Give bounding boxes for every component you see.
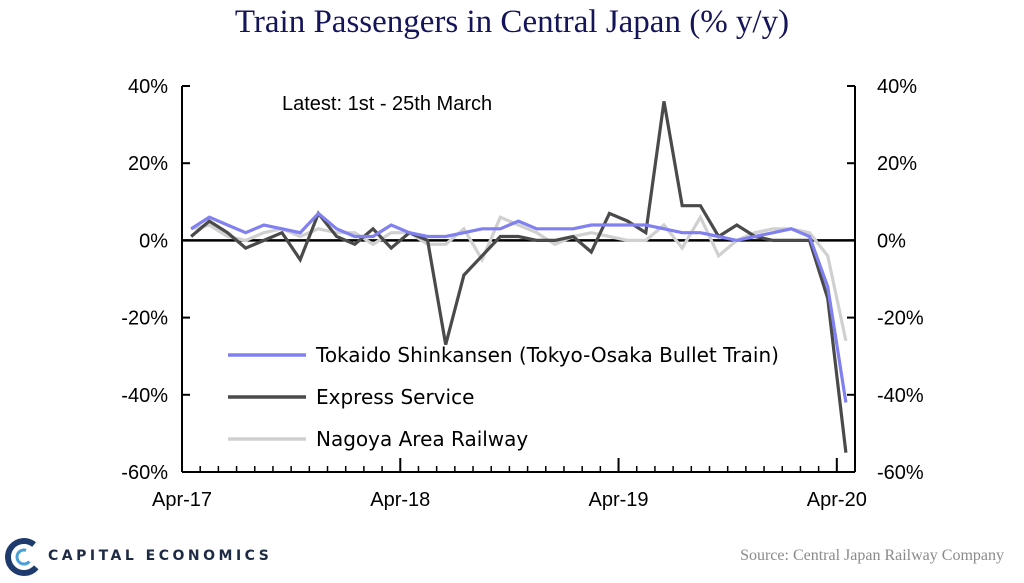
series-line-shinkansen xyxy=(190,211,848,403)
left-y-tick-label: -40% xyxy=(121,385,168,407)
right-y-tick-label: -40% xyxy=(877,385,924,407)
source-note: Source: Central Japan Railway Company xyxy=(740,547,1004,564)
left-y-tick-label: 0% xyxy=(139,230,168,252)
right-y-tick-label: 20% xyxy=(877,153,917,175)
legend: Tokaido Shinkansen (Tokyo-Osaka Bullet T… xyxy=(228,343,779,451)
brand-name: CAPITAL ECONOMICS xyxy=(48,548,273,564)
right-axis-tick-labels: 40% 20% 0% -20% -40% -60% xyxy=(877,76,924,484)
left-y-tick-label: 20% xyxy=(128,153,168,175)
series-line-express xyxy=(190,101,848,453)
x-tick-label: Apr-17 xyxy=(152,489,212,511)
left-y-tick-label: -20% xyxy=(121,308,168,330)
x-axis-tick-labels: Apr-17 Apr-18 Apr-19 Apr-20 xyxy=(152,489,867,511)
legend-label-shinkansen: Tokaido Shinkansen (Tokyo-Osaka Bullet T… xyxy=(315,343,779,367)
capital-economics-logo-icon xyxy=(5,538,43,576)
axes xyxy=(181,85,856,473)
right-y-tick-label: -20% xyxy=(877,308,924,330)
left-y-tick-label: 40% xyxy=(128,76,168,98)
right-y-tick-label: 40% xyxy=(877,76,917,98)
x-tick-label: Apr-20 xyxy=(807,489,867,511)
latest-annotation: Latest: 1st - 25th March xyxy=(282,93,492,115)
chart-title: Train Passengers in Central Japan (% y/y… xyxy=(234,4,790,40)
legend-label-express: Express Service xyxy=(316,385,474,409)
x-tick-label: Apr-18 xyxy=(370,489,430,511)
series-lines xyxy=(190,101,848,453)
legend-label-nagoya: Nagoya Area Railway xyxy=(316,427,528,451)
left-y-tick-label: -60% xyxy=(121,462,168,484)
x-tick-label: Apr-19 xyxy=(589,489,649,511)
right-y-tick-label: 0% xyxy=(877,230,906,252)
right-y-tick-label: -60% xyxy=(877,462,924,484)
left-axis-tick-labels: 40% 20% 0% -20% -40% -60% xyxy=(121,76,168,484)
